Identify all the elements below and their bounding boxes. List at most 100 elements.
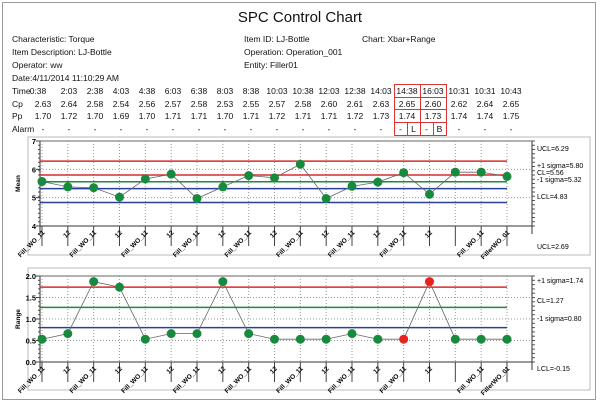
limit-label: +1 sigma=5.80 — [537, 163, 583, 170]
limit-label: -1 sigma=0.80 — [537, 316, 582, 323]
mean-data-point — [140, 174, 150, 184]
alarm-cell: - — [483, 124, 487, 134]
mean-data-point — [166, 169, 176, 179]
operator: Operator: ww — [12, 60, 63, 70]
range-data-point — [399, 334, 409, 344]
time-cell: 10:38 — [292, 86, 314, 96]
x-tick-label: 12 — [269, 229, 279, 239]
pp-cell: 1.70 — [216, 111, 234, 121]
mean-data-point — [192, 194, 202, 204]
time-cell: 8:38 — [242, 86, 260, 96]
time-cell: 10:31 — [448, 86, 470, 96]
time-cell: 2:38 — [86, 86, 104, 96]
cp-cell: 2.56 — [138, 99, 156, 109]
time-cell: 12:03 — [318, 86, 340, 96]
pp-cell: 1.70 — [138, 111, 156, 121]
x-tick-label: 12 — [217, 229, 227, 239]
time-label: Time — [12, 86, 31, 96]
mean-data-point — [270, 173, 279, 183]
range-data-point — [37, 334, 47, 344]
alarm-highlight-box — [433, 122, 447, 136]
mean-data-point — [425, 189, 434, 199]
pp-label: Pp — [12, 111, 23, 121]
x-tick-label: 12 — [62, 365, 72, 375]
range-data-point — [502, 334, 512, 344]
x-tick-label: 12 — [114, 365, 124, 375]
cp-cell: 2.60 — [320, 99, 338, 109]
range-data-point — [244, 329, 254, 339]
item-id: Item ID: LJ-Bottle — [244, 34, 310, 44]
mean-data-point — [347, 181, 357, 191]
time-cell: 10:43 — [500, 86, 522, 96]
alarm-cell: - — [93, 124, 97, 134]
mean-ytick: 4 — [32, 222, 37, 231]
cp-cell: 2.58 — [190, 99, 208, 109]
operation: Operation: Operation_001 — [244, 47, 343, 57]
alarm-cell: - — [301, 124, 305, 134]
limit-label: UCL=6.29 — [537, 146, 569, 153]
range-ytick: 1.0 — [26, 315, 36, 324]
alarm-cell: - — [145, 124, 149, 134]
range-data-point — [63, 329, 73, 339]
mean-data-point — [89, 183, 99, 193]
mean-data-point — [244, 171, 254, 181]
time-cell: 14:38 — [396, 86, 418, 96]
range-data-point — [450, 334, 460, 344]
range-ytick: 1.5 — [26, 294, 36, 303]
lcl-label: LCL=-0.15 — [537, 366, 570, 373]
time-cell: 8:03 — [216, 86, 234, 96]
alarm-cell: - — [509, 124, 513, 134]
x-tick-label: 12 — [372, 229, 382, 239]
alarm-cell: - — [119, 124, 123, 134]
range-ytick: 0.0 — [26, 358, 36, 367]
alarm-cell: - — [399, 124, 402, 134]
cp-cell: 2.64 — [476, 99, 494, 109]
mean-data-point — [321, 194, 331, 204]
time-cell: 4:38 — [138, 86, 156, 96]
limit-label: LCL=4.83 — [537, 194, 568, 201]
time-cell: 12:38 — [344, 86, 366, 96]
time-cell: 6:38 — [190, 86, 208, 96]
mean-data-point — [502, 171, 512, 181]
mean-data-point — [218, 182, 228, 192]
pp-cell: 1.74 — [450, 111, 468, 121]
pp-cell: 1.74 — [398, 111, 416, 121]
mean-panel — [27, 136, 591, 256]
alarm-cell: - — [353, 124, 357, 134]
cp-cell: 2.63 — [34, 99, 52, 109]
x-tick-label: 12 — [424, 229, 434, 239]
alarm-cell: - — [275, 124, 279, 134]
x-tick-label: 12 — [372, 365, 382, 375]
characteristic: Characteristic: Torque — [12, 34, 95, 44]
cp-cell: 2.57 — [164, 99, 182, 109]
cp-cell: 2.64 — [60, 99, 78, 109]
cp-cell: 2.61 — [346, 99, 364, 109]
cp-cell: 2.54 — [112, 99, 130, 109]
cp-cell: 2.65 — [502, 99, 520, 109]
ucl-label: UCL=2.69 — [537, 244, 569, 251]
mean-data-point — [115, 192, 124, 202]
item-description: Item Description: LJ-Bottle — [12, 47, 112, 57]
mean-ylabel: Mean — [15, 175, 22, 192]
mean-data-point — [450, 167, 460, 177]
pp-cell: 1.74 — [476, 111, 494, 121]
alarm-cell: - — [379, 124, 383, 134]
pp-cell: 1.72 — [60, 111, 78, 121]
x-tick-label: 12 — [321, 229, 331, 239]
range-data-point — [166, 329, 176, 339]
x-tick-label: 12 — [114, 229, 124, 239]
pp-cell: 1.72 — [346, 111, 364, 121]
date: Date:4/11/2014 11:10:29 AM — [12, 73, 119, 83]
x-tick-label: 12 — [269, 365, 279, 375]
cp-cell: 2.58 — [294, 99, 312, 109]
limit-label: CL=5.56 — [537, 170, 564, 177]
pp-cell: 1.72 — [268, 111, 286, 121]
range-data-point — [89, 277, 99, 287]
range-ytick: 2.0 — [26, 272, 36, 281]
time-cell: 16:03 — [422, 86, 444, 96]
range-data-point — [425, 277, 434, 287]
mean-data-point — [373, 177, 383, 187]
pp-cell: 1.70 — [86, 111, 104, 121]
mean-ytick: 5 — [32, 194, 36, 203]
